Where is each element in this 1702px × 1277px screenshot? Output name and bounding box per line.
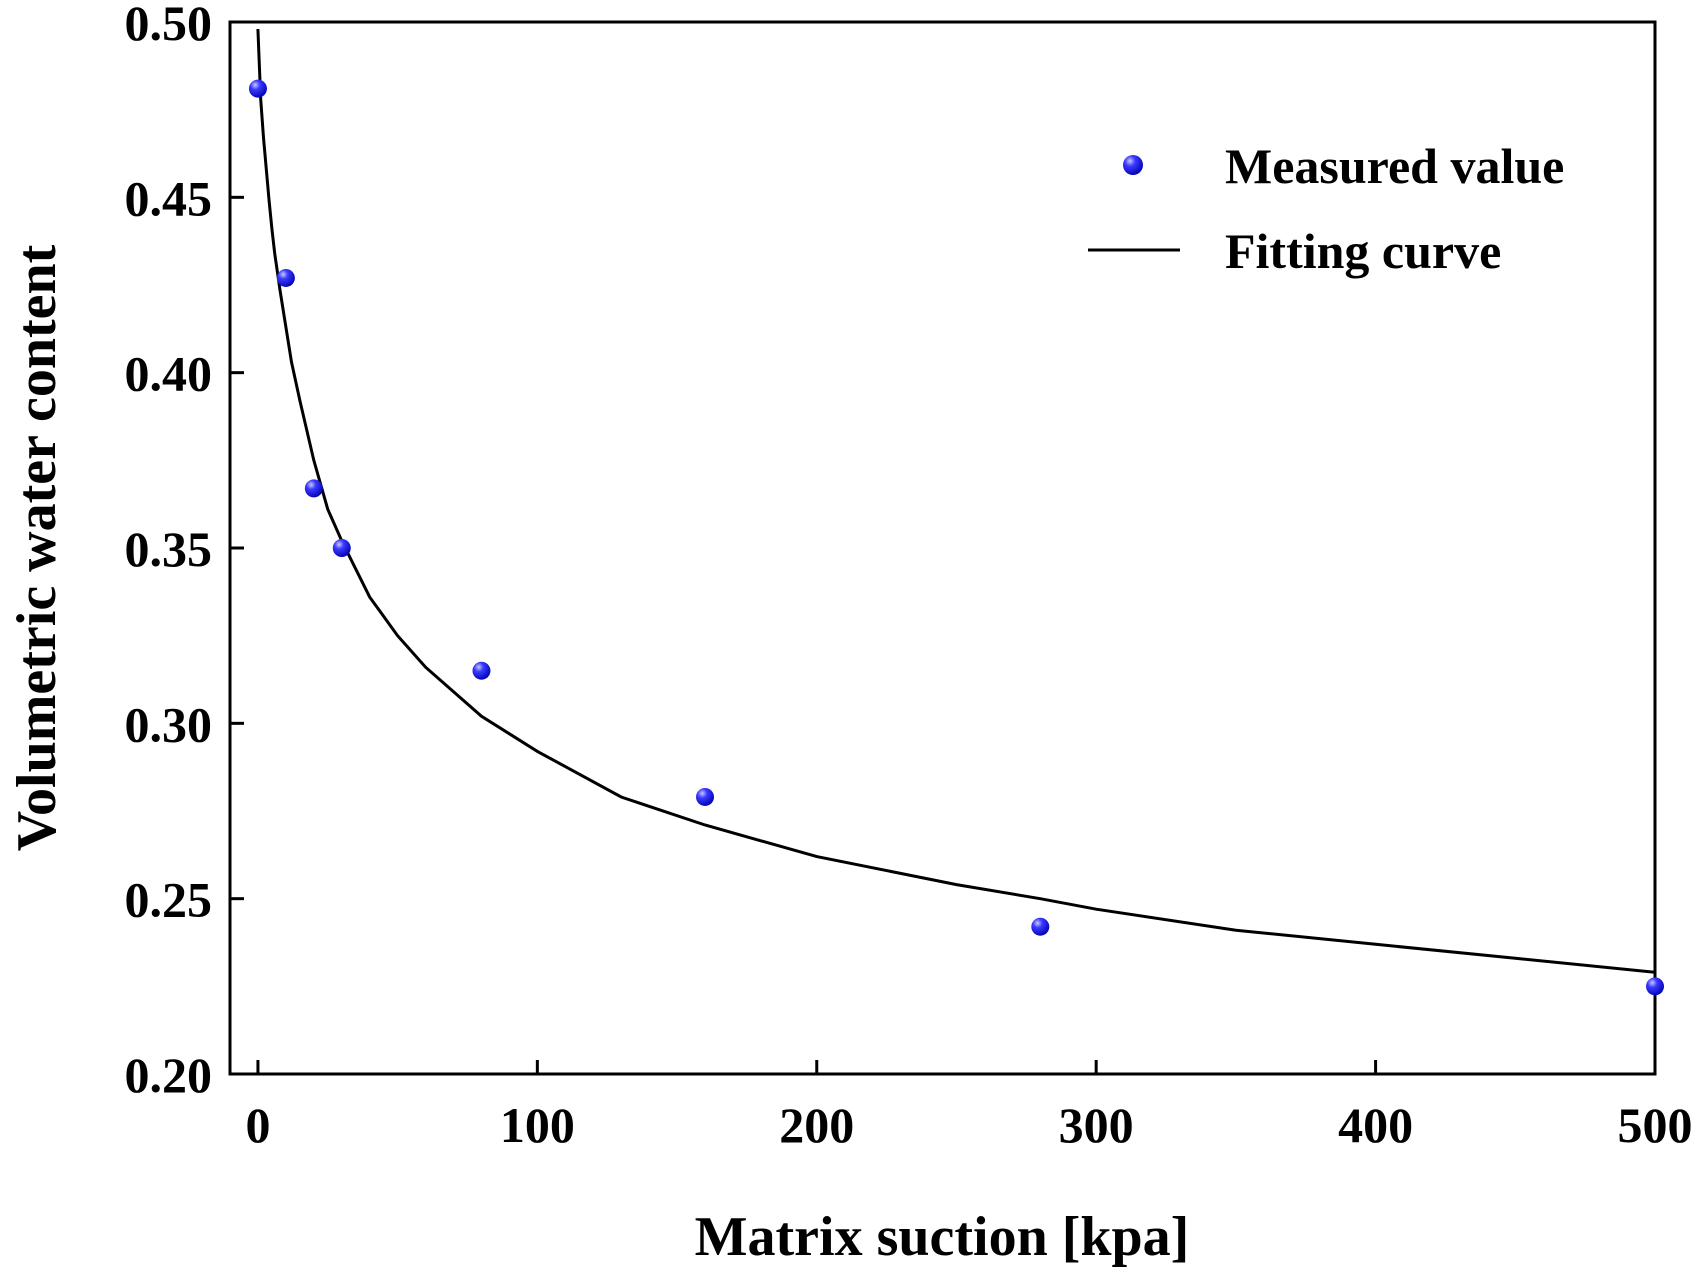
legend: Measured value Fitting curve [1088,138,1564,279]
measured-point [472,661,491,680]
measured-point [1031,917,1050,936]
x-tick-label: 300 [1059,1097,1134,1153]
x-tick-label: 200 [779,1097,854,1153]
measured-point [332,539,351,557]
legend-label-fitting: Fitting curve [1225,223,1501,279]
fitting-curve-line [256,28,1656,974]
measured-point [304,479,323,498]
legend-marker-measured [1123,155,1143,175]
x-tick-label: 0 [245,1097,270,1153]
y-tick-label: 0.25 [125,872,213,928]
x-tick-label: 400 [1338,1097,1413,1153]
y-tick-label: 0.35 [125,521,213,577]
measured-points [248,79,1664,996]
measured-point [1646,977,1664,996]
x-tick-label: 500 [1618,1097,1693,1153]
y-tick-label: 0.30 [125,696,213,752]
measured-point [248,79,267,98]
y-tick-label: 0.20 [125,1047,213,1103]
measured-point [696,787,714,806]
y-tick-label: 0.45 [125,170,213,226]
legend-label-measured: Measured value [1225,138,1564,194]
x-tick-label: 100 [500,1097,575,1153]
axis-ticks [230,20,1657,1076]
x-axis-title: Matrix suction [kpa] [695,1206,1190,1268]
measured-point [276,268,295,287]
y-axis-title: Volumetric water content [6,244,68,851]
y-tick-label: 0.40 [125,346,213,402]
y-tick-label: 0.50 [125,0,213,51]
